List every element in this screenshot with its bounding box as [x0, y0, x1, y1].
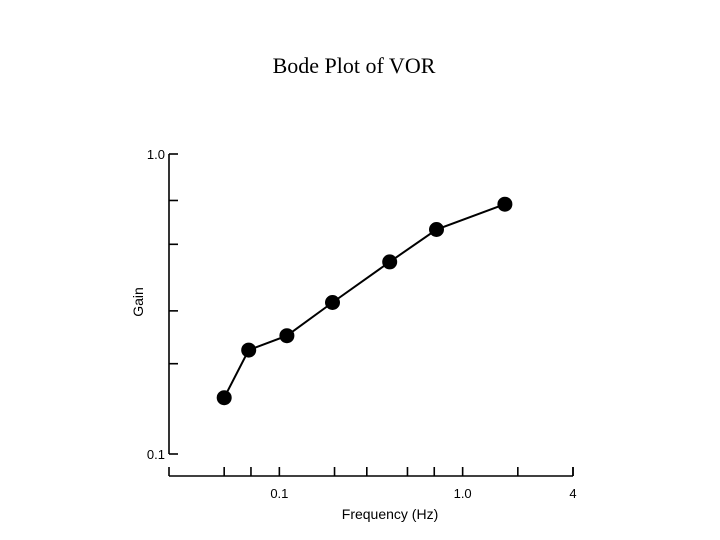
series-layer	[216, 196, 513, 406]
y-tick-label: 0.1	[147, 447, 165, 462]
x-tick-label: 4	[569, 486, 576, 501]
y-tick-label: 1.0	[147, 147, 165, 162]
data-point	[325, 295, 340, 310]
data-point	[241, 342, 257, 358]
data-point	[216, 390, 232, 406]
x-tick-label: 0.1	[270, 486, 288, 501]
x-axis-label: Frequency (Hz)	[342, 506, 438, 522]
data-point	[382, 254, 398, 270]
data-point	[429, 222, 444, 237]
data-point	[279, 328, 295, 344]
chart-title: Bode Plot of VOR	[272, 53, 436, 78]
data-point	[497, 196, 513, 212]
y-axis-label: Gain	[130, 287, 146, 317]
axes: 0.1 1.0 Gain 0.1 1.0 4 Frequency (Hz)	[130, 147, 577, 522]
series-line	[223, 203, 506, 399]
x-tick-label: 1.0	[454, 486, 472, 501]
